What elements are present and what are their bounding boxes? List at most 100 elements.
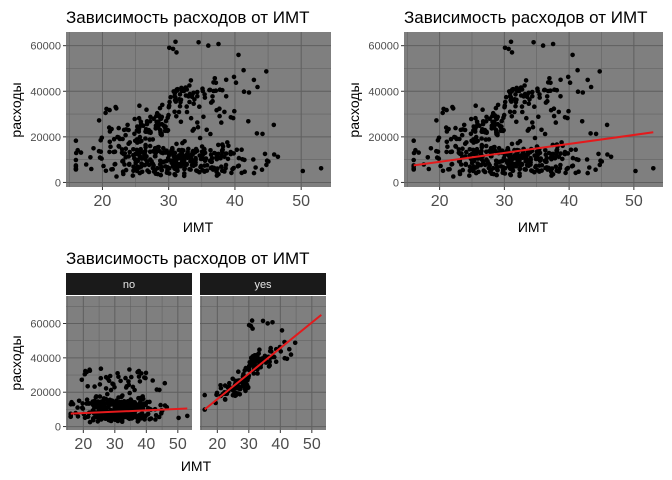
chart-2-point-480 — [480, 121, 486, 127]
chart-1-point-447 — [241, 67, 246, 73]
chart-2-point-388 — [453, 125, 458, 131]
chart-1-point-144 — [235, 164, 241, 169]
chart-2-point-354 — [534, 156, 540, 161]
chart-2-point-95 — [463, 161, 469, 167]
facet-no-point-367 — [127, 403, 132, 409]
chart-2-point-441 — [472, 129, 478, 134]
facet-no-point-31 — [112, 385, 117, 390]
chart-1-point-372 — [143, 148, 148, 154]
chart-1-point-379 — [159, 167, 164, 173]
chart-1-point-403 — [233, 80, 239, 85]
chart-2-point-403 — [567, 80, 573, 85]
chart-1-point-229 — [242, 157, 247, 163]
chart-2-point-524 — [512, 97, 517, 102]
chart-2-trend — [413, 131, 654, 167]
chart-2-point-444 — [513, 103, 518, 109]
chart-2-point-299 — [482, 162, 488, 168]
chart-2-point-206 — [460, 167, 466, 173]
chart-2-point-452 — [509, 50, 515, 55]
chart-2-point-357 — [520, 152, 526, 157]
chart-1-point-226 — [153, 153, 158, 159]
chart-1-point-452 — [174, 50, 179, 55]
chart-1-point-497 — [264, 69, 269, 74]
chart-2-point-370 — [584, 157, 590, 162]
chart-1-point-429 — [106, 125, 112, 130]
chart-2-point-512 — [493, 105, 499, 111]
facet-no-point-239 — [176, 415, 181, 421]
chart-1-x-axis-title: ИМТ — [183, 219, 214, 235]
facet-yes-point-149 — [249, 355, 255, 361]
chart-2-point-212 — [568, 147, 574, 153]
facet-yes-point-141 — [257, 347, 262, 353]
chart-1-point-339 — [73, 163, 79, 168]
chart-2-point-528 — [541, 87, 547, 93]
chart-2-point-142 — [587, 165, 592, 170]
chart-2-point-107 — [456, 147, 462, 152]
chart-2-point-436 — [498, 124, 503, 130]
chart-2-point-269 — [563, 170, 568, 176]
chart-2-point-418 — [522, 99, 527, 105]
facet-yes-trend — [204, 314, 322, 411]
chart-1-point-479 — [206, 43, 211, 48]
chart-2-point-297 — [515, 140, 521, 146]
chart-2-point-261 — [488, 167, 494, 173]
chart-2-point-209 — [536, 114, 541, 120]
facet-no-x-tick-label-2: 40 — [137, 436, 155, 453]
chart-2-point-332 — [517, 173, 522, 179]
chart-1-point-518 — [241, 89, 247, 94]
chart-1-point-269 — [229, 170, 234, 176]
chart-2-point-137 — [509, 114, 515, 119]
chart-1-point-488 — [116, 135, 122, 140]
facet-no-point-144 — [145, 412, 150, 417]
chart-2-point-248 — [565, 115, 570, 121]
chart-1-point-171 — [109, 167, 114, 172]
facet-yes-point-23 — [278, 349, 284, 354]
chart-2-point-393 — [459, 132, 465, 138]
chart-1-point-521 — [188, 78, 194, 83]
chart-1-point-123 — [143, 145, 148, 150]
chart-1-point-358 — [219, 120, 224, 125]
facet-yes-grid — [200, 296, 326, 430]
facet-no-point-280 — [69, 399, 74, 405]
facet-no-point-308 — [127, 390, 132, 396]
chart-1-point-483 — [126, 127, 131, 133]
chart-1-point-376 — [144, 154, 149, 159]
chart-2-point-479 — [540, 43, 546, 48]
chart-2-point-303 — [448, 149, 454, 155]
chart-2-y-tick-label-2: 40000 — [368, 86, 399, 98]
chart-1-point-10 — [130, 173, 136, 178]
chart-2-point-311 — [500, 165, 506, 170]
chart-2-point-77 — [438, 163, 443, 169]
chart-2-point-201 — [596, 151, 601, 157]
chart-2-x-tick-label-3: 50 — [625, 193, 643, 210]
chart-2-point-79 — [597, 162, 603, 168]
chart-1-point-510 — [158, 130, 163, 135]
facet-no-point-13 — [84, 397, 90, 403]
facet-no-point-325 — [140, 394, 145, 399]
chart-1-point-391 — [167, 99, 172, 105]
facet-no-point-295 — [97, 407, 103, 413]
chart-1-point-436 — [162, 124, 168, 130]
chart-2-point-467 — [434, 148, 439, 154]
chart-1-point-330 — [197, 169, 202, 175]
chart-2-point-152 — [573, 147, 578, 152]
chart-2-point-351 — [507, 109, 513, 115]
facet-no-point-340 — [99, 416, 105, 421]
facet-yes-trend-line — [204, 314, 322, 411]
chart-1-point-303 — [111, 149, 117, 155]
chart-1-point-214 — [96, 118, 102, 123]
chart-2-point-325 — [559, 140, 564, 145]
chart-2-point-336 — [508, 172, 514, 178]
chart-1-point-336 — [173, 172, 178, 178]
chart-2-point-285 — [525, 128, 531, 133]
chart-2-point-483 — [462, 127, 468, 133]
chart-2-point-488 — [453, 135, 458, 140]
chart-1-point-307 — [122, 162, 127, 167]
chart-1-point-142 — [253, 165, 258, 170]
chart-2-trend-line — [413, 131, 654, 167]
chart-2-point-340 — [476, 169, 481, 175]
chart-2-point-330 — [532, 169, 537, 175]
chart-2-point-423 — [588, 84, 594, 90]
chart-1-point-239 — [300, 168, 306, 174]
chart-2-point-219 — [444, 149, 449, 155]
